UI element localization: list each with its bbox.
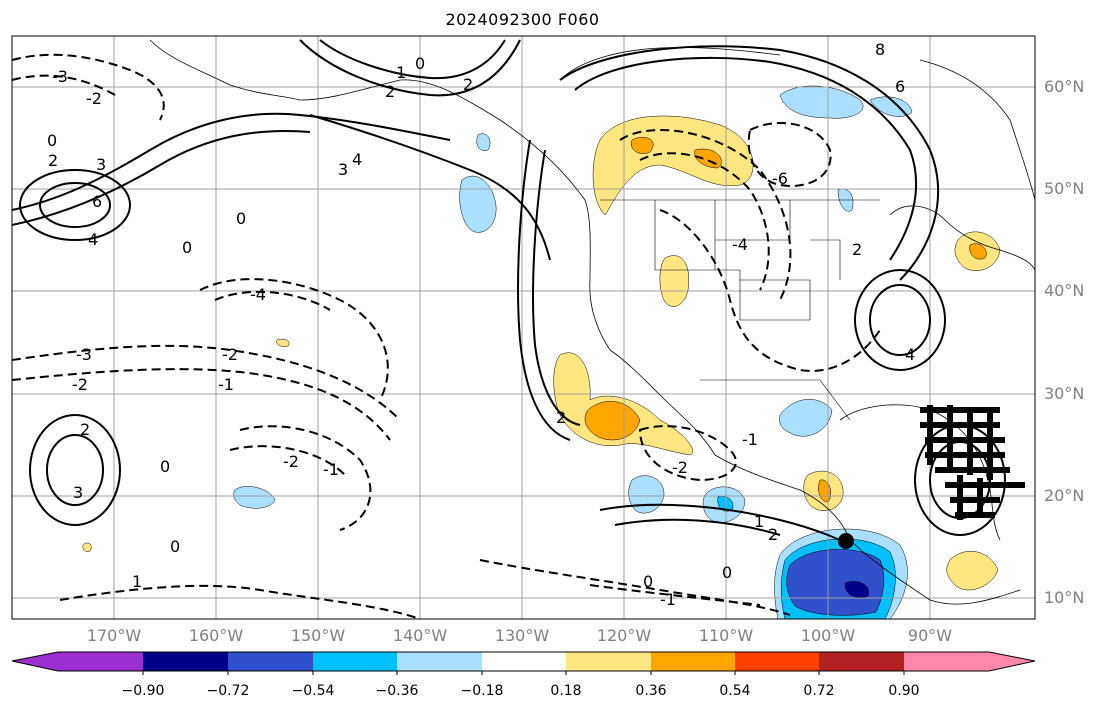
coastlines [149, 39, 1035, 605]
contour-label: 1 [396, 63, 406, 82]
contour-label: 3 [338, 160, 348, 179]
lat-label: 40°N [1044, 281, 1085, 300]
map-title: 2024092300 F060 [445, 10, 600, 29]
contour-label: 6 [92, 192, 102, 211]
lon-label: 110°W [698, 626, 754, 645]
colorbar-segment [228, 652, 313, 671]
lon-label: 140°W [392, 626, 448, 645]
colorbar-tick-label: 0.54 [719, 683, 751, 699]
contour-label: 1 [754, 512, 764, 531]
colorbar-segment [482, 652, 566, 671]
colorbar-tick-label: −0.72 [206, 683, 250, 699]
contour-label: 8 [875, 40, 885, 59]
contour-label: -2 [222, 345, 238, 364]
colorbar-segment [566, 652, 651, 671]
contour-label: -1 [323, 460, 339, 479]
negative-contours [12, 53, 881, 619]
lon-label: 100°W [800, 626, 856, 645]
lon-label: 130°W [494, 626, 550, 645]
colorbar-tick-label: 0.36 [635, 683, 667, 699]
contour-label: 0 [170, 537, 180, 556]
graticule [12, 36, 1035, 619]
positive-anomaly-shading [82, 115, 1001, 591]
positive-contours [12, 39, 1006, 546]
colorbar-tick-label: −0.36 [375, 683, 419, 699]
contour-label: -3 [52, 67, 68, 86]
colorbar-tick-label: 0.18 [550, 683, 582, 699]
political-borders [600, 199, 880, 421]
lat-label: 50°N [1044, 179, 1085, 198]
contour-label: 2 [48, 151, 58, 170]
colorbar-tick-label: 0.90 [888, 683, 920, 699]
contour-label: -1 [218, 375, 234, 394]
colorbar-segment [819, 652, 904, 671]
contour-label: 0 [160, 457, 170, 476]
contour-label: 2 [80, 420, 90, 439]
contour-label: 2 [768, 525, 778, 544]
colorbar-segment [58, 652, 143, 671]
contour-labels: 0 0 0 0 0 0 0 0 1 1 1 2 2 2 2 2 2 2 3 3 … [47, 40, 915, 609]
contour-label: 4 [88, 230, 98, 249]
colorbar-tick-label: −0.90 [121, 683, 165, 699]
tropical-cyclone-track [920, 405, 1025, 520]
contour-label: 0 [182, 238, 192, 257]
contour-label: -6 [772, 169, 788, 188]
colorbar-segment [143, 652, 228, 671]
location-marker [838, 533, 854, 549]
contour-label: -4 [250, 285, 266, 304]
contour-label: 2 [852, 240, 862, 259]
colorbar-extend-low [12, 652, 58, 671]
colorbar-tick-label: −0.18 [460, 683, 504, 699]
contour-label: -1 [742, 430, 758, 449]
contour-label: -2 [672, 458, 688, 477]
contour-label: -3 [76, 345, 92, 364]
colorbar-segment [651, 652, 735, 671]
contour-label: -1 [660, 590, 676, 609]
contour-label: 6 [895, 77, 905, 96]
contour-label: 2 [556, 408, 566, 427]
contour-label: 2 [463, 75, 473, 94]
contour-label: 1 [132, 572, 142, 591]
lat-label: 10°N [1044, 588, 1085, 607]
colorbar-tick-label: −0.54 [291, 683, 335, 699]
contour-label: 0 [236, 209, 246, 228]
colorbar-extend-high [989, 652, 1035, 671]
lon-label: 90°W [907, 626, 953, 645]
contour-label: 0 [722, 563, 732, 582]
contour-label: 0 [47, 131, 57, 150]
contour-label: 2 [385, 82, 395, 101]
contour-label: 0 [415, 54, 425, 73]
colorbar [11, 651, 1036, 675]
contour-label: 3 [96, 155, 106, 174]
colorbar-segment [397, 652, 482, 671]
lon-label: 170°W [86, 626, 142, 645]
contour-label: 0 [643, 572, 653, 591]
lat-label: 30°N [1044, 384, 1085, 403]
colorbar-tick-label: 0.72 [803, 683, 835, 699]
colorbar-segment [313, 652, 397, 671]
lon-label: 150°W [290, 626, 346, 645]
contour-label: 4 [905, 345, 915, 364]
colorbar-outline [11, 651, 1036, 672]
contour-label: 4 [352, 150, 362, 169]
contour-label: -2 [72, 375, 88, 394]
contour-label: -2 [86, 89, 102, 108]
colorbar-segment [735, 652, 819, 671]
contour-label: -2 [283, 452, 299, 471]
lon-label: 160°W [188, 626, 244, 645]
lon-label: 120°W [596, 626, 652, 645]
lat-label: 60°N [1044, 77, 1085, 96]
map-frame [11, 35, 1036, 620]
contour-label: -4 [732, 235, 748, 254]
contour-label: 3 [73, 483, 83, 502]
colorbar-segment [904, 652, 989, 671]
lat-label: 20°N [1044, 486, 1085, 505]
negative-anomaly-shading [233, 85, 913, 619]
